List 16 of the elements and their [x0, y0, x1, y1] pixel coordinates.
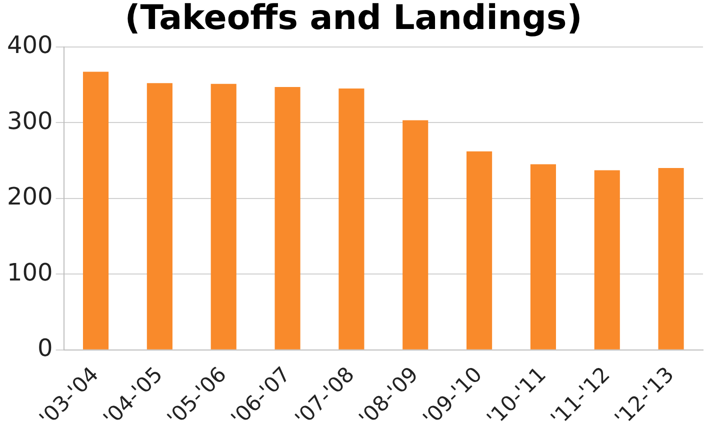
bar [210, 84, 236, 350]
y-tick-label: 300 [6, 106, 53, 135]
bar [466, 151, 492, 350]
bar [274, 86, 300, 350]
y-tick-label: 400 [6, 31, 53, 60]
bar [402, 120, 428, 350]
bar [594, 170, 620, 350]
y-tick-label: 200 [6, 182, 53, 211]
bar [530, 164, 556, 350]
bar [658, 168, 684, 350]
chart-title: (Takeoffs and Landings) [124, 0, 582, 38]
y-tick-label: 100 [6, 258, 53, 286]
bar [146, 83, 172, 350]
bar [82, 72, 109, 350]
bar [338, 88, 364, 350]
y-tick-label: 0 [38, 334, 53, 362]
